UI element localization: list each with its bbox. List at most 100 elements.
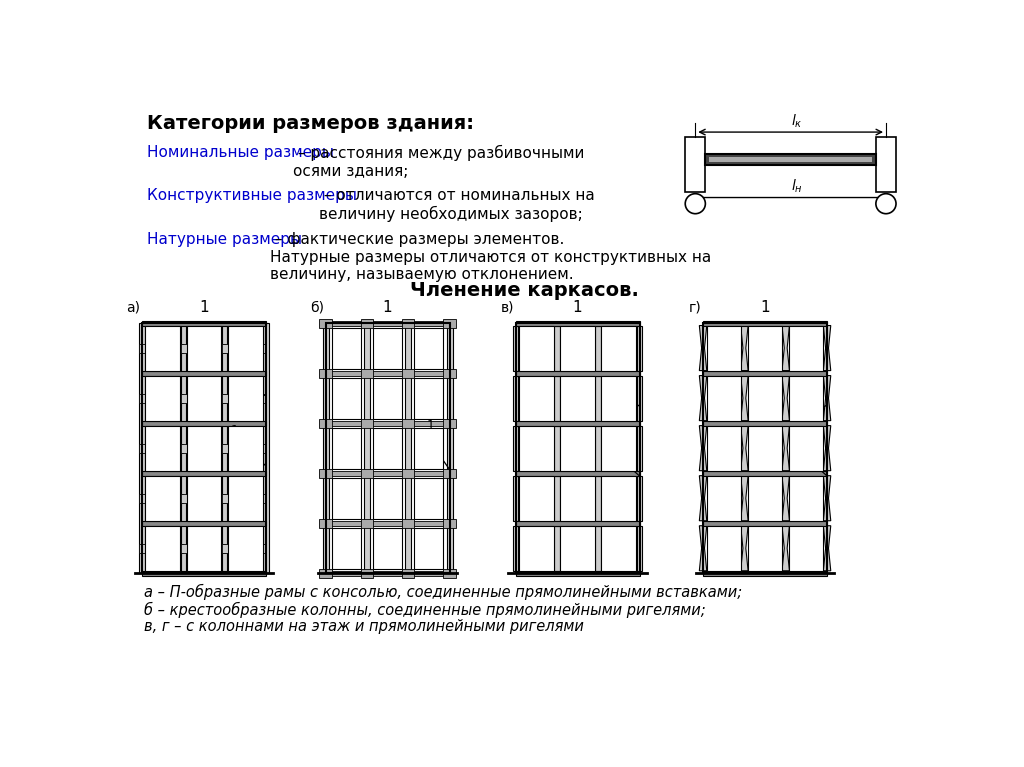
- Text: б): б): [310, 301, 324, 314]
- Bar: [637, 426, 642, 471]
- Bar: [319, 318, 332, 328]
- Bar: [142, 521, 266, 525]
- Bar: [222, 393, 233, 403]
- Bar: [186, 376, 221, 420]
- Bar: [443, 369, 456, 377]
- Polygon shape: [699, 325, 707, 370]
- Text: 1: 1: [805, 407, 812, 420]
- Text: 1: 1: [796, 436, 804, 449]
- Polygon shape: [699, 426, 707, 471]
- Bar: [415, 428, 443, 469]
- Bar: [145, 325, 180, 370]
- Bar: [326, 323, 450, 573]
- Bar: [332, 528, 360, 569]
- Bar: [373, 528, 402, 569]
- Bar: [402, 518, 415, 528]
- Bar: [186, 426, 221, 471]
- Bar: [601, 426, 636, 471]
- Bar: [228, 426, 262, 471]
- Polygon shape: [699, 476, 707, 521]
- Bar: [790, 476, 823, 521]
- Bar: [596, 325, 601, 370]
- Text: в): в): [501, 301, 514, 314]
- Bar: [326, 471, 450, 476]
- Bar: [180, 344, 193, 353]
- Bar: [180, 544, 193, 553]
- Bar: [415, 377, 443, 419]
- Bar: [790, 325, 823, 370]
- Polygon shape: [782, 525, 790, 571]
- Bar: [601, 325, 636, 370]
- Bar: [749, 325, 782, 370]
- Bar: [560, 426, 595, 471]
- Bar: [332, 428, 360, 469]
- Text: Членение каркасов.: Членение каркасов.: [411, 281, 639, 300]
- Bar: [749, 476, 782, 521]
- Bar: [554, 426, 559, 471]
- Bar: [596, 525, 601, 571]
- Bar: [213, 544, 224, 553]
- Bar: [519, 426, 554, 471]
- Bar: [876, 137, 896, 193]
- Bar: [186, 325, 221, 370]
- Bar: [415, 528, 443, 569]
- Bar: [326, 571, 450, 576]
- Bar: [637, 476, 642, 521]
- Bar: [186, 525, 221, 571]
- Text: $l_н$: $l_н$: [791, 178, 803, 196]
- Bar: [560, 525, 595, 571]
- Bar: [142, 323, 266, 573]
- Text: б – крестообразные колонны, соединенные прямолинейными ригелями;: б – крестообразные колонны, соединенные …: [143, 602, 706, 618]
- Bar: [443, 518, 456, 528]
- Bar: [515, 571, 640, 576]
- Bar: [145, 525, 180, 571]
- Bar: [596, 376, 601, 420]
- Bar: [402, 369, 415, 377]
- Bar: [332, 478, 360, 518]
- Bar: [513, 325, 518, 370]
- Bar: [139, 393, 151, 403]
- Bar: [596, 426, 601, 471]
- Bar: [519, 325, 554, 370]
- Bar: [254, 443, 266, 453]
- Bar: [222, 443, 233, 453]
- Bar: [139, 344, 151, 353]
- Polygon shape: [782, 376, 790, 420]
- Bar: [707, 525, 740, 571]
- Text: 1: 1: [617, 407, 625, 420]
- Bar: [373, 428, 402, 469]
- Bar: [172, 443, 183, 453]
- Bar: [332, 377, 360, 419]
- Bar: [415, 478, 443, 518]
- Bar: [228, 525, 262, 571]
- Text: 1: 1: [760, 300, 770, 314]
- Bar: [326, 370, 450, 376]
- Bar: [263, 323, 268, 573]
- Bar: [142, 321, 266, 325]
- Bar: [142, 420, 266, 426]
- Bar: [228, 376, 262, 420]
- Bar: [596, 476, 601, 521]
- Polygon shape: [823, 476, 830, 521]
- Text: 1: 1: [231, 424, 239, 437]
- Bar: [443, 469, 456, 478]
- Bar: [513, 525, 518, 571]
- Text: в, г – с колоннами на этаж и прямолинейными ригелями: в, г – с колоннами на этаж и прямолинейн…: [143, 620, 584, 634]
- Polygon shape: [740, 426, 749, 471]
- Bar: [707, 476, 740, 521]
- Bar: [213, 344, 224, 353]
- Polygon shape: [782, 426, 790, 471]
- Bar: [360, 369, 373, 377]
- Text: – расстояния между разбивочными
осями здания;: – расстояния между разбивочными осями зд…: [293, 145, 585, 179]
- Bar: [706, 153, 876, 165]
- Bar: [707, 426, 740, 471]
- Bar: [515, 323, 640, 573]
- Bar: [326, 420, 450, 426]
- Bar: [213, 494, 224, 502]
- Bar: [703, 521, 827, 525]
- Bar: [213, 393, 224, 403]
- Bar: [319, 369, 332, 377]
- Bar: [145, 476, 180, 521]
- Polygon shape: [782, 476, 790, 521]
- Bar: [560, 376, 595, 420]
